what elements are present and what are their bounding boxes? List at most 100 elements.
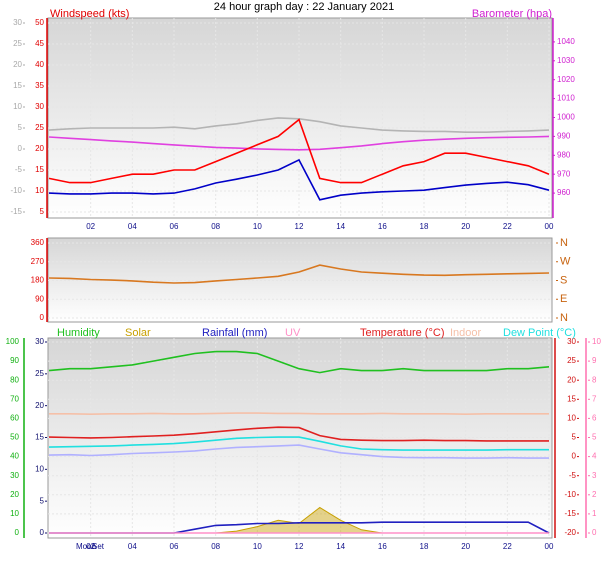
x-tick-label: 12 bbox=[295, 222, 304, 231]
y2-tick-label: -20 bbox=[564, 528, 576, 537]
y-tick-label: 15 bbox=[35, 165, 44, 174]
x-tick-label: 06 bbox=[170, 542, 179, 551]
y2-tick-label: S bbox=[560, 274, 567, 286]
y-tick-label: 80 bbox=[10, 375, 19, 384]
x-tick-label: 18 bbox=[420, 222, 429, 231]
y2-tick-label: 20 bbox=[567, 375, 576, 384]
y-tick-label: 45 bbox=[35, 39, 44, 48]
legend-label: Humidity bbox=[57, 327, 100, 339]
y-tick-label: 0 bbox=[40, 313, 45, 322]
x-tick-label: 22 bbox=[503, 222, 512, 231]
x-tick-label: 20 bbox=[461, 542, 470, 551]
y2-tick-label: N bbox=[560, 312, 568, 324]
y3-tick-label: 0 bbox=[40, 528, 45, 537]
y2-tick-label: E bbox=[560, 293, 567, 305]
y4-tick-label: 1 bbox=[592, 509, 597, 518]
y3-tick-label: 30 bbox=[35, 337, 44, 346]
line bbox=[49, 412, 549, 416]
x-tick-label: 02 bbox=[86, 542, 95, 551]
y3-tick-label: 5 bbox=[40, 496, 45, 505]
y2-tick-label: 5 bbox=[572, 433, 577, 442]
y2-tick-label: 1030 bbox=[557, 56, 575, 65]
y4-tick-label: 3 bbox=[592, 471, 597, 480]
y3-tick-label: 10 bbox=[13, 102, 22, 111]
y3-tick-label: -10 bbox=[10, 186, 22, 195]
y4-tick-label: 9 bbox=[592, 356, 597, 365]
y-tick-label: 40 bbox=[10, 452, 19, 461]
y2-tick-label: 960 bbox=[557, 188, 571, 197]
y3-tick-label: 20 bbox=[13, 60, 22, 69]
y2-tick-label: 25 bbox=[567, 356, 576, 365]
y-tick-label: 30 bbox=[35, 102, 44, 111]
y4-tick-label: 10 bbox=[592, 337, 601, 346]
y4-tick-label: 4 bbox=[592, 452, 597, 461]
y-tick-label: 270 bbox=[31, 257, 45, 266]
y2-tick-label: 15 bbox=[567, 394, 576, 403]
legend-label: Indoor bbox=[450, 327, 482, 339]
y3-tick-label: 5 bbox=[18, 123, 23, 132]
y-tick-label: 50 bbox=[35, 18, 44, 27]
x-tick-label: 04 bbox=[128, 222, 137, 231]
chart-title: 24 hour graph day : 22 January 2021 bbox=[214, 1, 394, 13]
y2-tick-label: 0 bbox=[572, 452, 577, 461]
y-tick-label: 0 bbox=[15, 528, 20, 537]
line bbox=[48, 350, 550, 374]
y4-tick-label: 6 bbox=[592, 414, 597, 423]
y-axis-title: Windspeed (kts) bbox=[50, 8, 129, 20]
x-tick-label: 22 bbox=[503, 542, 512, 551]
y3-tick-label: 0 bbox=[18, 144, 23, 153]
y3-tick-label: -15 bbox=[10, 207, 22, 216]
y-tick-label: 5 bbox=[40, 207, 45, 216]
y-tick-label: 360 bbox=[31, 238, 45, 247]
y3-tick-label: 25 bbox=[13, 39, 22, 48]
line bbox=[48, 118, 550, 184]
y-tick-label: 70 bbox=[10, 394, 19, 403]
y4-tick-label: 2 bbox=[592, 490, 597, 499]
x-tick-label: 08 bbox=[211, 222, 220, 231]
legend-label: Rainfall (mm) bbox=[202, 327, 267, 339]
y2-tick-label: -10 bbox=[564, 490, 576, 499]
y-tick-label: 25 bbox=[35, 123, 44, 132]
y-tick-label: 30 bbox=[10, 471, 19, 480]
y2-axis-title: Barometer (hpa) bbox=[472, 8, 552, 20]
x-tick-label: 18 bbox=[420, 542, 429, 551]
x-tick-label: 20 bbox=[461, 222, 470, 231]
line bbox=[48, 426, 549, 442]
y-tick-label: 20 bbox=[35, 144, 44, 153]
y3-tick-label: 15 bbox=[13, 81, 22, 90]
y-tick-label: 180 bbox=[31, 276, 45, 285]
y-tick-label: 40 bbox=[35, 60, 44, 69]
legend-label: Dew Point (°C) bbox=[503, 327, 576, 339]
y-tick-label: 35 bbox=[35, 81, 44, 90]
plot-background bbox=[47, 17, 553, 219]
y2-tick-label: 30 bbox=[567, 337, 576, 346]
x-tick-label: 00 bbox=[545, 542, 554, 551]
y3-tick-label: 25 bbox=[35, 369, 44, 378]
x-tick-label: 00 bbox=[545, 222, 554, 231]
y3-tick-label: 10 bbox=[35, 464, 44, 473]
y-tick-label: 10 bbox=[35, 186, 44, 195]
y-tick-label: 60 bbox=[10, 414, 19, 423]
x-tick-label: 10 bbox=[253, 542, 262, 551]
x-tick-label: 10 bbox=[253, 222, 262, 231]
y-tick-label: 50 bbox=[10, 433, 19, 442]
y-tick-label: 90 bbox=[10, 356, 19, 365]
y4-tick-label: 7 bbox=[592, 394, 597, 403]
line bbox=[48, 158, 550, 201]
y2-tick-label: 980 bbox=[557, 150, 571, 159]
y2-tick-label: 1000 bbox=[557, 113, 575, 122]
line bbox=[48, 436, 549, 451]
y2-tick-label: 990 bbox=[557, 132, 571, 141]
legend-label: Solar bbox=[125, 327, 151, 339]
x-tick-label: 12 bbox=[295, 542, 304, 551]
line bbox=[48, 444, 549, 459]
y2-tick-label: -15 bbox=[564, 509, 576, 518]
y2-tick-label: 10 bbox=[567, 414, 576, 423]
x-tick-label: 16 bbox=[378, 542, 387, 551]
y2-tick-label: -5 bbox=[569, 471, 577, 480]
y2-tick-label: 970 bbox=[557, 169, 571, 178]
annotation: Moon bbox=[76, 542, 96, 551]
annotation: Set bbox=[92, 542, 105, 551]
